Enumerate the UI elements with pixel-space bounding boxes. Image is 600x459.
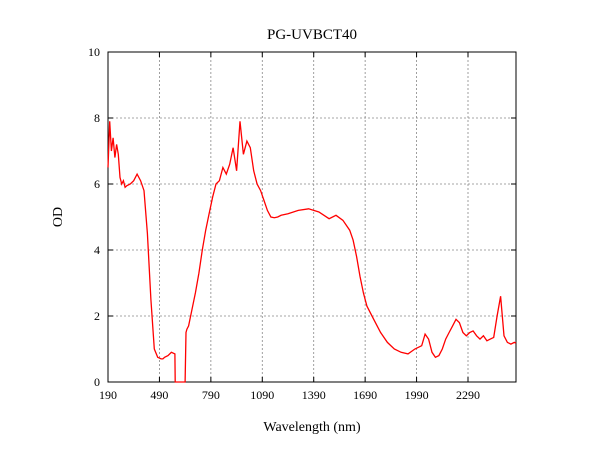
tick-labels: 190 490 790 1090 1390 1690 1990 2290 0 2 4 6 8 10: [88, 45, 480, 402]
y-tick-label: 2: [94, 309, 100, 323]
y-tick-label: 0: [94, 375, 100, 389]
y-tick-label: 10: [88, 45, 100, 59]
series-line: [107, 121, 517, 383]
x-tick-label: 1690: [353, 388, 377, 402]
x-tick-label: 1990: [405, 388, 429, 402]
x-tick-label: 490: [150, 388, 168, 402]
x-tick-label: 2290: [456, 388, 480, 402]
y-tick-label: 6: [94, 177, 100, 191]
grid: [108, 52, 516, 382]
chart-title: PG-UVBCT40: [267, 27, 357, 43]
y-axis-label: OD: [51, 207, 66, 227]
x-tick-label: 190: [99, 388, 117, 402]
y-tick-label: 8: [94, 111, 100, 125]
x-tick-label: 1090: [250, 388, 274, 402]
x-tick-label: 1390: [302, 388, 326, 402]
ticks: [107, 51, 516, 383]
plot-frame: [107, 51, 517, 383]
y-tick-label: 4: [94, 243, 100, 257]
x-axis-label: Wavelength (nm): [263, 420, 361, 435]
x-tick-label: 790: [202, 388, 220, 402]
